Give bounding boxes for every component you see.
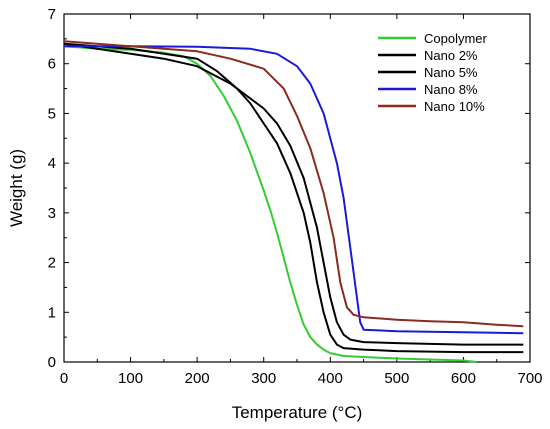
x-tick-label: 700 bbox=[517, 370, 542, 387]
legend-label: Nano 8% bbox=[424, 82, 478, 97]
series-line bbox=[63, 42, 524, 346]
x-tick-label: 0 bbox=[60, 370, 68, 387]
series-line bbox=[63, 42, 524, 354]
y-tick-label: 1 bbox=[48, 304, 56, 321]
y-tick-label: 7 bbox=[48, 6, 56, 23]
x-tick-label: 600 bbox=[451, 370, 476, 387]
y-tick-label: 6 bbox=[48, 56, 56, 73]
x-tick-label: 200 bbox=[185, 370, 210, 387]
y-axis-title: Weight (g) bbox=[7, 149, 26, 227]
ticks-layer: 0 100 200 300 400 500 600 700 0 1 2 3 4 5 6 7 bbox=[48, 6, 543, 387]
y-tick-label: 3 bbox=[48, 205, 56, 222]
legend-label: Copolymer bbox=[424, 31, 488, 46]
series-line bbox=[64, 45, 524, 335]
legend-label: Nano 10% bbox=[424, 99, 485, 114]
y-tick-label: 5 bbox=[48, 105, 56, 122]
x-axis-title: Temperature (°C) bbox=[232, 403, 363, 422]
y-tick-label: 4 bbox=[48, 155, 56, 172]
y-tick-label: 2 bbox=[48, 255, 56, 272]
x-tick-label: 400 bbox=[318, 370, 343, 387]
legend: Copolymer Nano 2% Nano 5% Nano 8% Nano 10% bbox=[378, 31, 488, 114]
x-tick-label: 300 bbox=[251, 370, 276, 387]
legend-label: Nano 2% bbox=[424, 48, 478, 63]
x-tick-label: 500 bbox=[384, 370, 409, 387]
legend-label: Nano 5% bbox=[424, 65, 478, 80]
series-layer bbox=[63, 40, 524, 363]
x-tick-label: 100 bbox=[118, 370, 143, 387]
series-line bbox=[63, 40, 524, 328]
series-line bbox=[63, 45, 477, 363]
y-tick-label: 0 bbox=[48, 354, 56, 371]
